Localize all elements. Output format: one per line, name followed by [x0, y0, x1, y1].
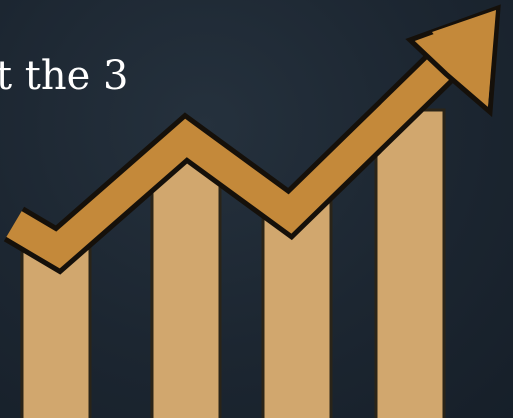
- bar-4: [374, 108, 446, 418]
- trend-arrow-shaft: [6, 45, 463, 269]
- bar-3: [261, 198, 333, 418]
- trend-arrow-head-fill: [432, 10, 496, 106]
- trend-arrow: [3, 4, 501, 275]
- slide-caption-text: t the 3: [0, 53, 129, 99]
- bar-2: [150, 146, 222, 418]
- bar-group: [20, 108, 446, 418]
